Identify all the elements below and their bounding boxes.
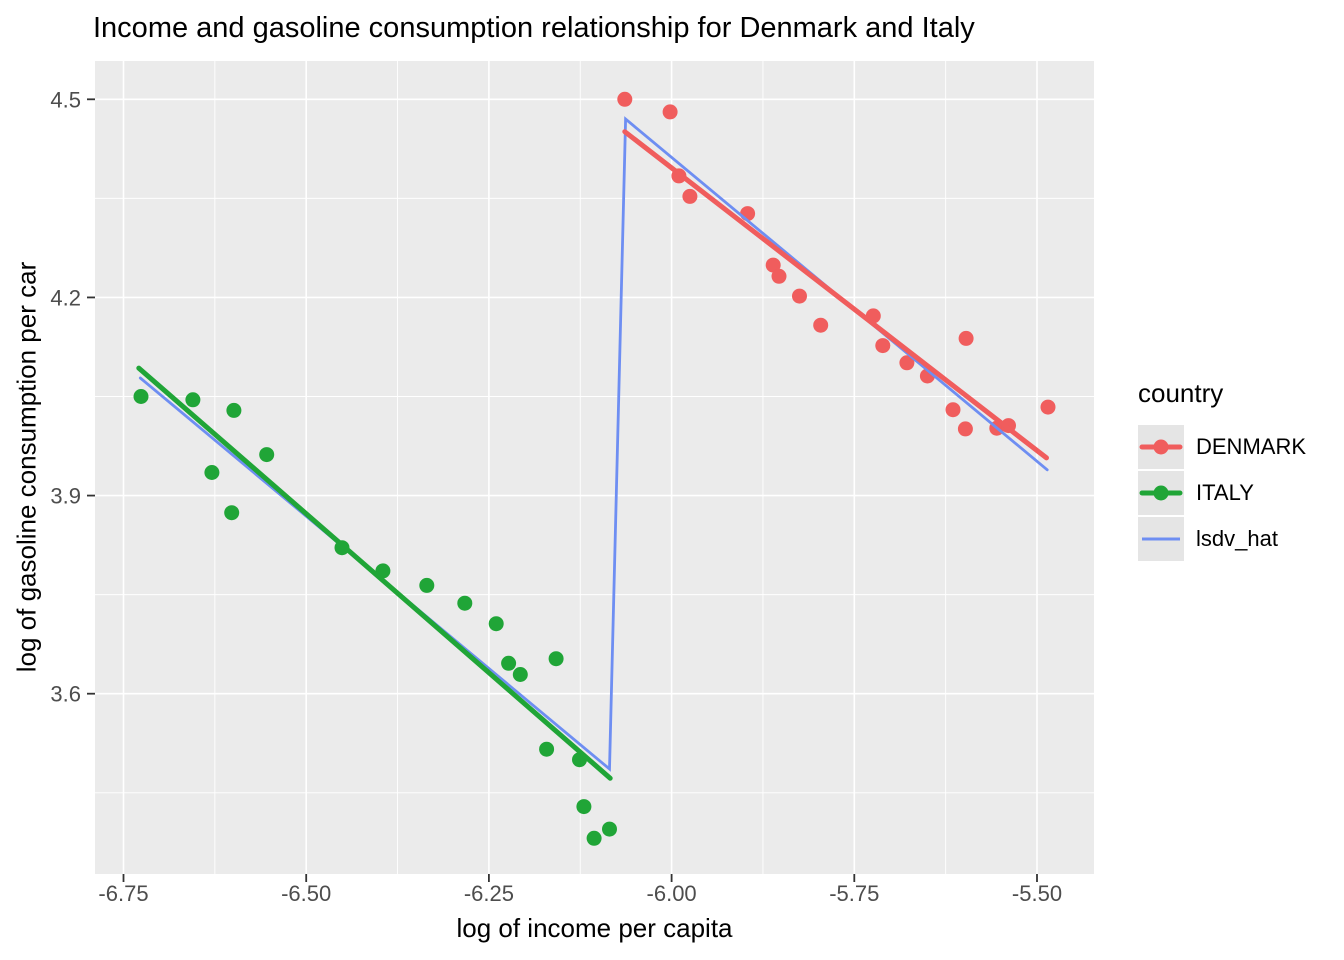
- y-axis-title: log of gasoline consumption per car: [11, 261, 42, 673]
- panel-background: [95, 61, 1094, 874]
- x-axis-title: log of income per capita: [456, 913, 733, 943]
- svg-text:-5.75: -5.75: [829, 881, 879, 906]
- svg-text:4.2: 4.2: [50, 285, 81, 310]
- axis-ticks: [87, 98, 1038, 882]
- legend-entry-italy: ITALY: [1138, 471, 1306, 515]
- legend-label-italy: ITALY: [1196, 480, 1254, 505]
- svg-text:-6.25: -6.25: [464, 881, 514, 906]
- legend-key-lsdv-hat-icon: [1138, 517, 1184, 561]
- legend-title: country: [1138, 378, 1224, 408]
- legend-entry-lsdv-hat: lsdv_hat: [1138, 517, 1306, 561]
- svg-text:-6.00: -6.00: [647, 881, 697, 906]
- svg-text:-5.50: -5.50: [1012, 881, 1062, 906]
- grid-major: [95, 61, 1094, 874]
- svg-text:-6.50: -6.50: [281, 881, 331, 906]
- svg-text:3.6: 3.6: [50, 682, 81, 707]
- grid-minor: [95, 61, 1094, 874]
- legend-key-italy-icon: [1138, 471, 1184, 515]
- legend-key-denmark-icon: [1138, 425, 1184, 469]
- legend-label-lsdv-hat: lsdv_hat: [1196, 526, 1278, 551]
- y-tick-labels: 3.6 3.9 4.2 4.5: [50, 87, 81, 706]
- line-italy_trend: [136, 365, 613, 781]
- legend-label-denmark: DENMARK: [1196, 434, 1307, 459]
- svg-text:3.9: 3.9: [50, 484, 81, 509]
- legend: country DENMARK ITALY lsdv_hat: [1138, 378, 1306, 563]
- svg-text:-6.75: -6.75: [98, 881, 148, 906]
- legend-entry-denmark: DENMARK: [1138, 425, 1306, 469]
- x-tick-labels: -6.75 -6.50 -6.25 -6.00 -5.75 -5.50: [98, 881, 1062, 906]
- svg-text:4.5: 4.5: [50, 87, 81, 112]
- line-denmark_trend: [622, 129, 1049, 461]
- chart-title: Income and gasoline consumption relation…: [93, 12, 975, 44]
